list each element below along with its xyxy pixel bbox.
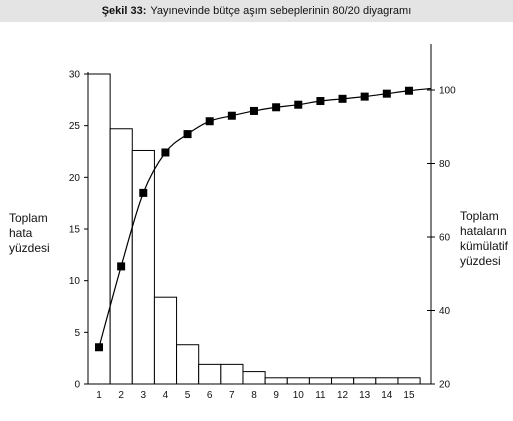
x-tick-label-1: 1 [96, 390, 102, 401]
cumulative-marker-9 [272, 103, 281, 112]
y-tick-label-left-25: 25 [69, 121, 81, 132]
cumulative-line [98, 87, 432, 348]
cumulative-marker-10 [294, 100, 303, 109]
bar-6 [198, 363, 222, 385]
x-tick-label-11: 11 [315, 390, 326, 401]
bar-12 [331, 377, 355, 385]
x-tick-label-2: 2 [118, 390, 124, 401]
y-tick-label-left-15: 15 [69, 225, 81, 236]
bar-3 [131, 149, 155, 385]
x-tick-label-6: 6 [207, 390, 213, 401]
y-tick-label-left-20: 20 [69, 173, 81, 184]
y-tick-label-right-40: 40 [439, 306, 451, 317]
cumulative-marker-3 [139, 188, 148, 197]
y-tick-label-left-0: 0 [74, 380, 80, 391]
y-tick-label-right-100: 100 [439, 86, 456, 97]
cumulative-marker-11 [316, 97, 325, 106]
x-tick-label-7: 7 [229, 390, 235, 401]
cumulative-marker-13 [360, 92, 369, 101]
bar-15 [397, 377, 421, 385]
x-tick-label-9: 9 [273, 390, 279, 401]
cumulative-marker-12 [338, 94, 347, 103]
x-tick-label-5: 5 [185, 390, 191, 401]
cumulative-marker-4 [161, 148, 170, 157]
bar-4 [153, 296, 178, 385]
y-tick-label-left-30: 30 [69, 70, 81, 81]
x-tick-label-13: 13 [359, 390, 371, 401]
bar-10 [286, 377, 310, 385]
bar-2 [109, 128, 133, 385]
bar-7 [220, 363, 244, 385]
bar-8 [242, 371, 266, 385]
x-tick-label-8: 8 [251, 390, 257, 401]
cumulative-marker-2 [117, 262, 126, 271]
bar-1 [87, 73, 111, 385]
y-tick-label-right-80: 80 [439, 159, 451, 170]
x-tick-label-12: 12 [337, 390, 349, 401]
cumulative-marker-8 [249, 106, 258, 115]
cumulative-marker-15 [404, 86, 413, 95]
cumulative-marker-6 [205, 117, 214, 126]
x-tick-label-3: 3 [140, 390, 146, 401]
figure-caption-label: Şekil 33: [101, 5, 147, 17]
cumulative-marker-1 [95, 343, 103, 352]
x-tick-label-15: 15 [403, 390, 415, 401]
y-tick-label-left-10: 10 [69, 276, 81, 287]
y-axis-left-label: Toplam hata yüzdesi [9, 211, 50, 255]
figure-caption: Şekil 33: Yayınevinde bütçe aşım sebeple… [0, 0, 513, 22]
cumulative-marker-14 [382, 89, 391, 98]
x-tick-label-10: 10 [293, 390, 305, 401]
y-axis-right-label: Toplam hataların kümülatif yüzdesi [460, 209, 509, 268]
y-tick-label-right-20: 20 [439, 380, 451, 391]
cumulative-marker-7 [227, 111, 236, 120]
bar-9 [264, 377, 288, 385]
y-tick-label-right-60: 60 [439, 233, 451, 244]
bar-14 [375, 377, 399, 385]
x-tick-label-4: 4 [163, 390, 169, 401]
figure-caption-text: Yayınevinde bütçe aşım sebeplerinin 80/2… [150, 5, 412, 17]
x-tick-label-14: 14 [381, 390, 393, 401]
bar-13 [353, 377, 377, 385]
cumulative-marker-5 [183, 130, 192, 139]
y-tick-label-left-5: 5 [74, 328, 80, 339]
bar-11 [308, 377, 333, 385]
bar-5 [176, 344, 200, 385]
